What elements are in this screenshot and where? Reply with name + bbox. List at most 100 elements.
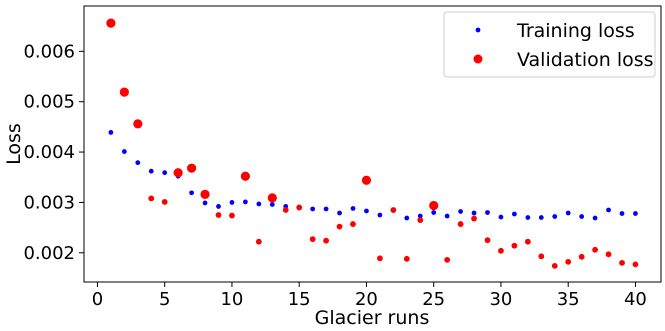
x-tick-label: 40 [624,289,647,310]
training-loss-point [619,211,625,216]
training-loss-point [162,170,168,176]
x-tick-label: 20 [355,289,378,310]
training-loss-point [458,209,463,214]
validation-loss-point [511,242,518,249]
validation-loss-point [417,217,424,223]
training-loss-point [256,201,262,207]
validation-loss-point [173,168,183,178]
validation-loss-point [498,247,504,254]
x-axis-label: Glacier runs [315,307,430,329]
validation-loss-point [309,236,316,243]
validation-loss-point [350,221,356,227]
training-loss-point [202,200,208,206]
legend-frame [443,11,656,78]
validation-loss-series [106,18,639,269]
training-loss-point [606,207,611,213]
validation-loss-point [106,18,116,28]
validation-loss-point [282,207,289,213]
training-loss-point [471,210,477,216]
training-loss-point [444,213,450,219]
validation-loss-point [403,255,410,262]
training-loss-series [108,130,638,221]
validation-loss-point [619,259,625,266]
validation-loss-point [133,119,143,129]
legend: Training loss Validation loss [443,11,656,78]
validation-loss-point [429,200,439,211]
validation-loss-point [592,246,598,253]
training-loss-point [633,211,638,216]
validation-loss-point [119,87,129,97]
validation-loss-point [538,253,545,260]
legend-training-label: Training loss [516,20,635,42]
validation-loss-point [148,195,155,202]
validation-loss-point [361,175,372,185]
validation-loss-point [444,256,451,263]
training-loss-point [108,130,114,135]
training-loss-point [310,206,316,212]
training-loss-point [538,215,544,220]
validation-loss-point [255,238,262,245]
training-loss-point [565,210,571,216]
training-loss-point [552,214,558,219]
training-loss-point [525,215,531,220]
validation-loss-point [605,251,612,258]
training-loss-point [377,212,383,218]
validation-loss-point [186,163,197,173]
training-loss-point [135,160,141,166]
training-loss-point [350,206,356,211]
validation-loss-point [484,237,491,244]
training-loss-point [216,204,221,209]
validation-loss-point [200,189,210,199]
validation-loss-point [229,212,235,219]
training-loss-point [337,210,342,216]
validation-loss-point [578,253,585,260]
training-loss-point [269,202,275,207]
validation-loss-point [296,204,303,211]
training-loss-point [431,210,437,215]
legend-training-marker [475,27,481,33]
validation-loss-point [376,255,383,262]
validation-loss-point [565,258,572,265]
validation-loss-point [551,262,558,269]
legend-validation-marker [473,54,483,64]
validation-loss-point [267,193,277,203]
y-tick-label: 0.002 [23,243,75,264]
y-tick-label: 0.003 [23,192,75,213]
y-tick-label: 0.004 [23,142,75,163]
training-loss-point [323,206,329,212]
x-tick-label: 0 [92,289,103,310]
training-loss-point [498,214,504,220]
validation-loss-point [524,238,531,245]
validation-loss-point [471,215,477,222]
x-tick-label: 15 [288,289,311,310]
training-loss-point [417,213,423,219]
x-tick-label: 10 [220,289,243,310]
x-tick-label: 25 [422,289,445,310]
legend-validation-label: Validation loss [517,49,654,71]
y-tick-label: 0.006 [23,41,75,62]
training-loss-point [121,149,127,154]
y-axis-ticks: 0.002 0.003 0.004 0.005 0.006 [23,41,84,264]
x-axis-ticks: 0 5 10 15 20 25 30 35 40 [92,282,647,310]
validation-loss-point [457,221,464,227]
training-loss-point [592,215,598,221]
training-loss-point [364,208,369,214]
validation-loss-point [240,171,250,181]
x-tick-label: 5 [159,289,170,310]
training-loss-point [148,168,154,174]
x-tick-label: 30 [489,289,512,310]
training-loss-point [242,199,248,205]
validation-loss-point [336,223,343,230]
validation-loss-point [323,237,329,244]
training-loss-point [485,210,490,215]
validation-loss-point [632,261,639,268]
training-loss-point [229,200,235,205]
y-axis-label: Loss [3,123,25,165]
validation-loss-point [390,207,397,213]
training-loss-point [511,211,517,217]
training-loss-point [404,215,410,221]
validation-loss-point [215,212,222,218]
x-tick-label: 35 [557,289,580,310]
training-loss-point [579,214,585,219]
